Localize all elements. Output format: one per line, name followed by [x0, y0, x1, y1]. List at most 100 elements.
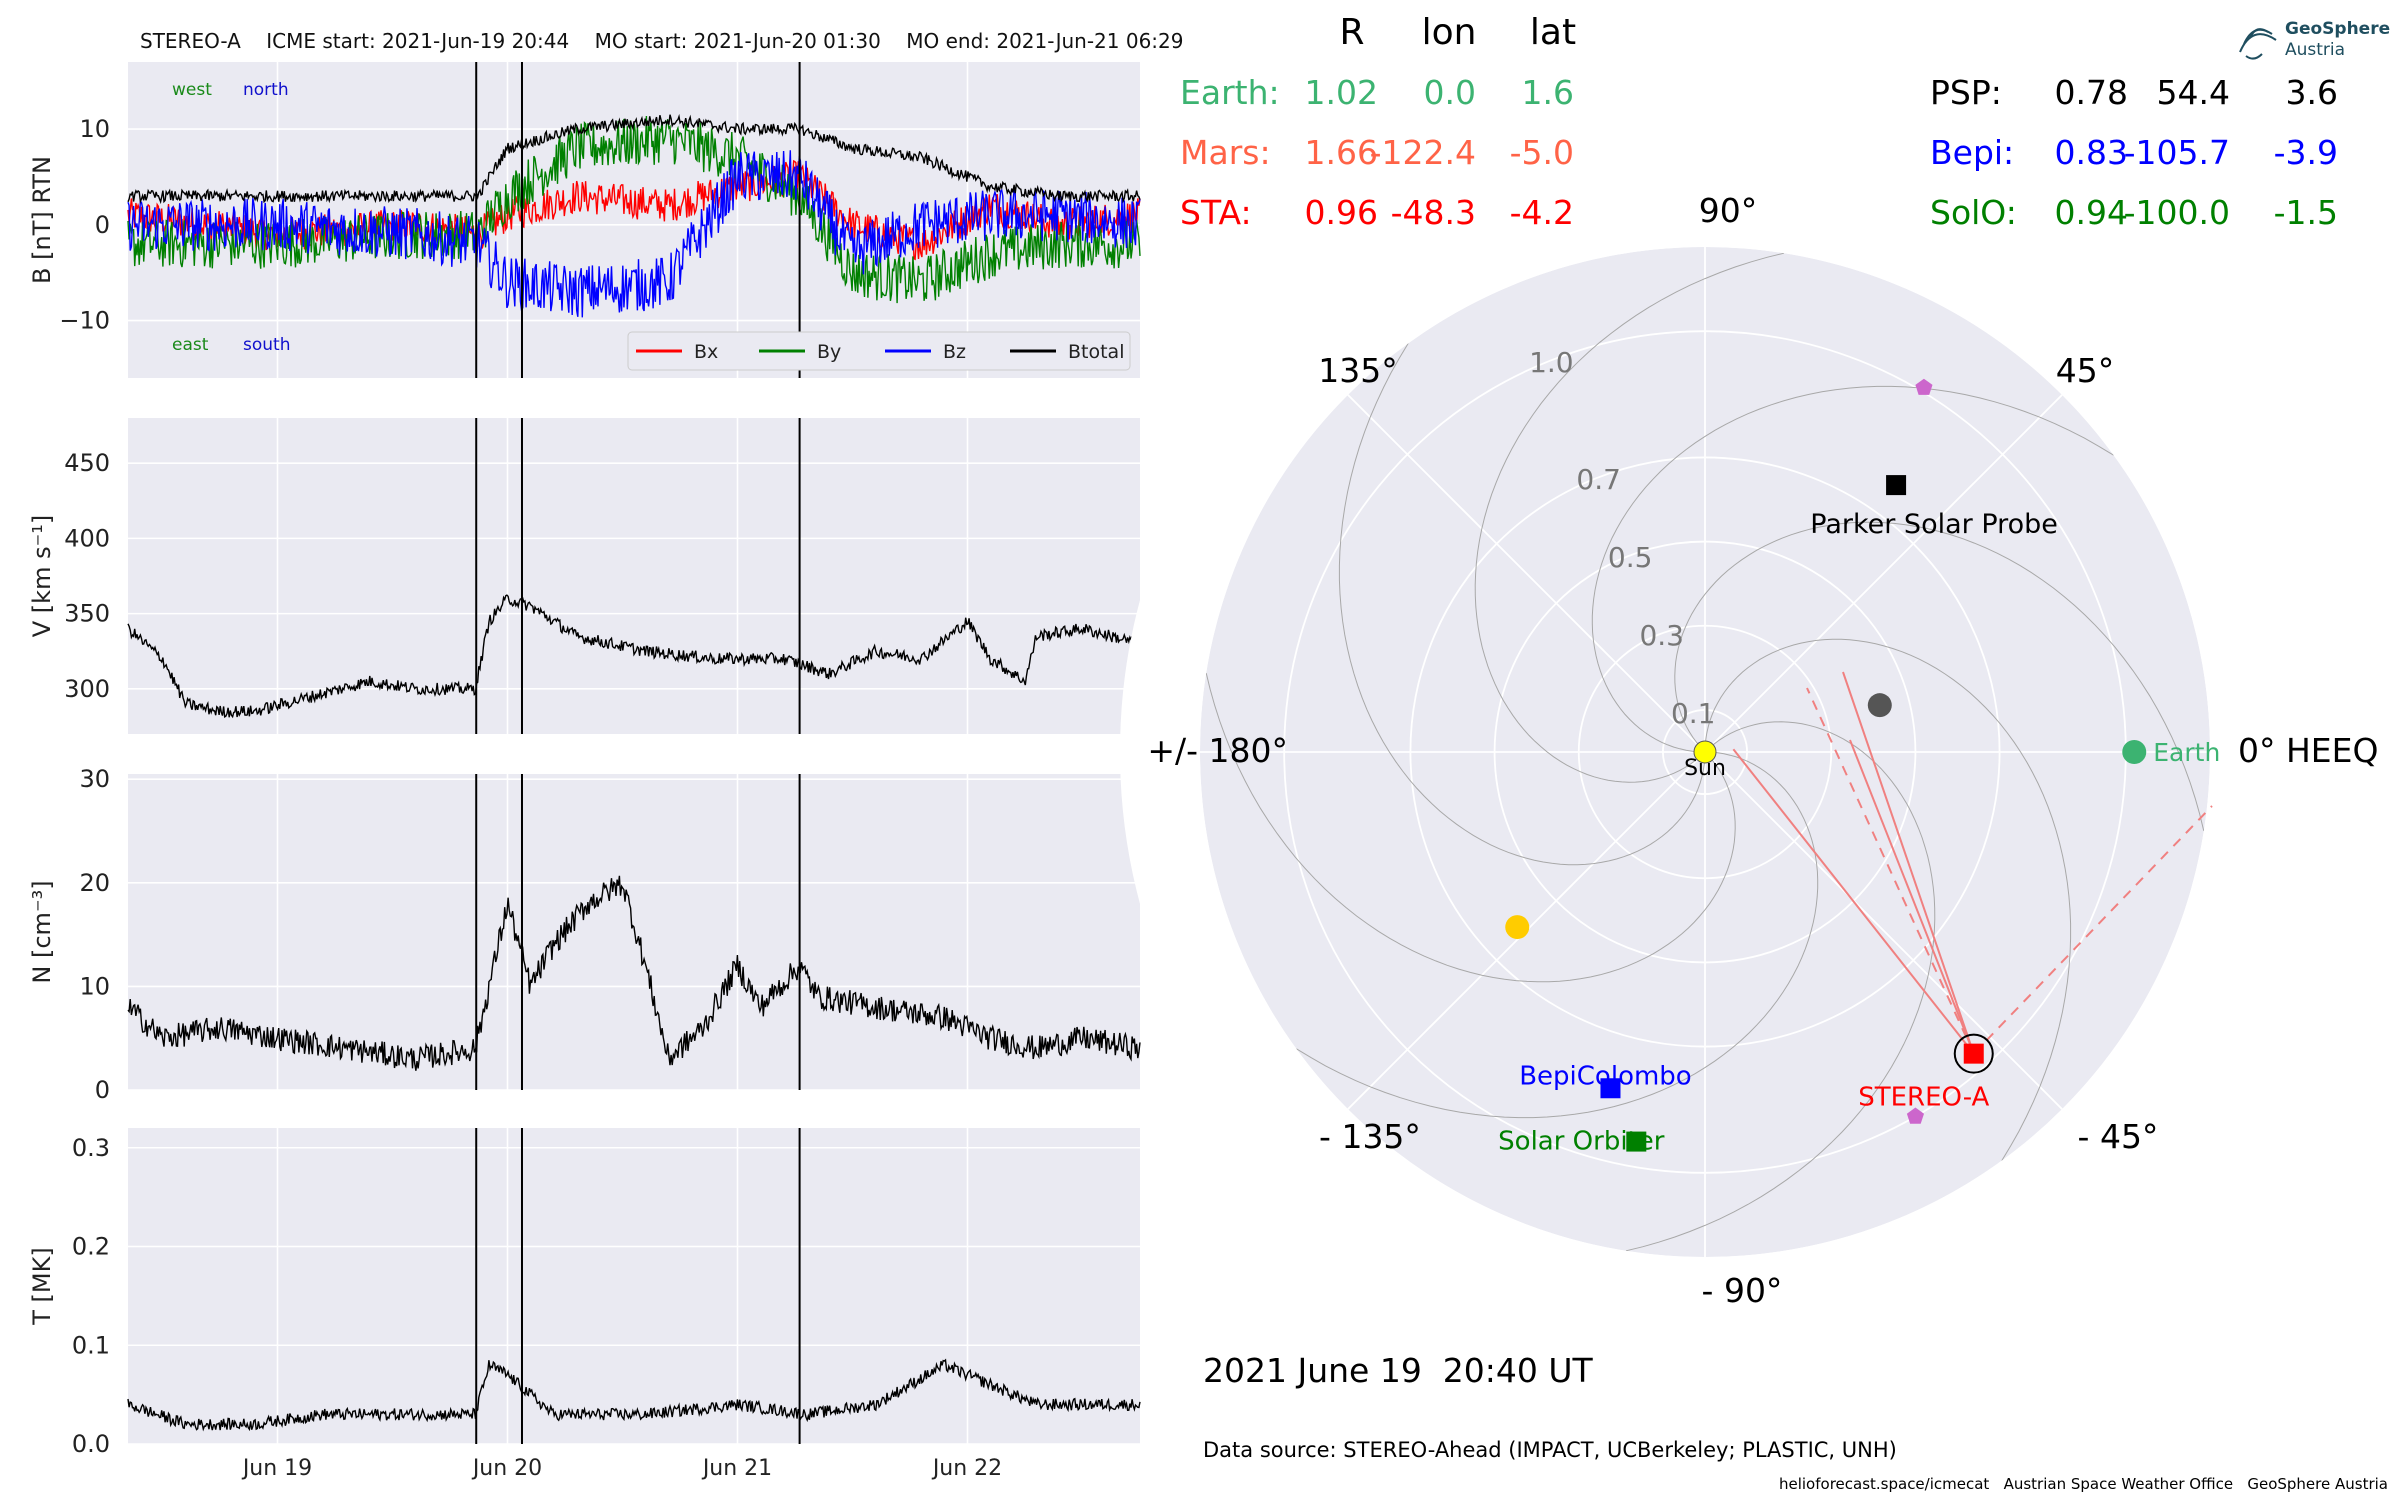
marker-bepicolombo	[1600, 1078, 1621, 1099]
angle-spoke	[1704, 751, 2063, 1110]
table-cell: -4.2	[1510, 193, 1574, 232]
x-tick-label: Jun 21	[701, 1456, 772, 1481]
polar-mask	[1120, 167, 2290, 1337]
angle-label: - 90°	[1702, 1271, 1783, 1310]
credits: helioforecast.space/icmecat Austrian Spa…	[1779, 1475, 2388, 1493]
polar-position-plot: 0.1 0.3 0.5 0.7 1.0 0° HEEQ 45° 90° 135° +/- 180°…	[1120, 167, 2378, 1337]
sta-field-line-dashed	[1973, 805, 2213, 1055]
angle-label: 0° HEEQ	[2238, 731, 2378, 770]
y-tick-label: −10	[59, 307, 110, 335]
table-cell: STA:	[1180, 193, 1252, 232]
y-tick-label: 30	[79, 765, 110, 793]
y-tick-label: 0	[95, 211, 110, 239]
y-tick-label: 0.2	[72, 1233, 110, 1261]
angle-spoke	[1347, 394, 1706, 753]
radial-tick-label: 0.5	[1608, 541, 1653, 574]
sta-field-line	[1842, 671, 1975, 1054]
marker-ring-stereo-a	[1953, 1033, 1994, 1074]
marker-label-bepicolombo: BepiColombo	[1519, 1061, 1692, 1091]
table-cell: 0.96	[1305, 193, 1378, 232]
parker-spiral	[1591, 385, 2114, 753]
table-cell: 0.78	[2055, 73, 2128, 112]
data-source: Data source: STEREO-Ahead (IMPACT, UCBer…	[1203, 1438, 1897, 1462]
logo-swirl-icon	[2239, 28, 2277, 60]
marker-unlabeled	[1867, 693, 1892, 718]
marker-earth	[2122, 740, 2147, 764]
time-series-panels: 10 0 −10B [nT] RTN west north east south Bx By Bz…	[28, 62, 1141, 1481]
sta-field-line	[1732, 748, 1975, 1055]
table-cell: 3.6	[2286, 73, 2338, 112]
parker-spiral	[1296, 751, 1819, 1119]
legend-entry: By	[817, 341, 841, 363]
series-line-speed	[127, 594, 1141, 719]
marker-label-sun: Sun	[1684, 756, 1726, 781]
radial-tick-label: 0.3	[1639, 619, 1684, 652]
y-axis-label: B [nT] RTN	[28, 156, 56, 284]
annotation-west: west	[172, 80, 212, 100]
table-cell: SolO:	[1930, 193, 2017, 232]
parker-spiral	[1704, 638, 2072, 1161]
y-tick-label: 0.0	[72, 1430, 110, 1458]
angle-label: 90°	[1699, 191, 1758, 230]
y-tick-label: 20	[79, 869, 110, 897]
parker-spiral	[1338, 343, 1706, 866]
annotation-north: north	[243, 80, 289, 100]
x-tick-label: Jun 22	[931, 1456, 1002, 1481]
legend-box	[627, 331, 1131, 371]
table-cell: -100.0	[2124, 193, 2230, 232]
marker-sun	[1693, 740, 1717, 764]
table-cell: Bepi:	[1930, 133, 2014, 172]
y-tick-label: 0.1	[72, 1331, 110, 1359]
y-tick-label: 10	[79, 972, 110, 1000]
x-tick-label: Jun 19	[241, 1456, 312, 1481]
marker-label-parker-solar-probe: Parker Solar Probe	[1810, 509, 2058, 540]
table-cell: -5.0	[1510, 133, 1574, 172]
table-cell: 0.0	[1424, 73, 1476, 112]
event-title: STEREO-A ICME start: 2021-Jun-19 20:44 M…	[140, 29, 1184, 53]
panel-magnetic_field: 10 0 −10B [nT] RTN west north east south Bx By Bz…	[28, 62, 1141, 378]
marker-pentagon	[1906, 1107, 1924, 1124]
table-header: lat	[1530, 12, 1576, 53]
geosphere-logo: GeoSphere Austria	[2239, 19, 2390, 60]
table-cell: 1.6	[1522, 73, 1574, 112]
table-cell: -48.3	[1391, 193, 1476, 232]
sta-field-line-dashed	[1806, 687, 1975, 1055]
marker-label-solar-orbiter: Solar Orbiter	[1498, 1127, 1665, 1157]
marker-label-earth: Earth	[2153, 738, 2220, 767]
table-cell: Mars:	[1180, 133, 1271, 172]
panel-temperature: 0.3 0.2 0.1 0.0 T [MK] Jun 19 Jun 20 Jun 21 Jun …	[28, 1128, 1141, 1481]
marker-label-stereo-a: STEREO-A	[1858, 1083, 1989, 1113]
panel-speed: 450 400 350 300 V [km s⁻¹]	[28, 418, 1141, 734]
table-cell: -122.4	[1370, 133, 1476, 172]
x-tick-label: Jun 20	[471, 1456, 542, 1481]
table-cell: 0.83	[2055, 133, 2128, 172]
panel-background	[128, 418, 1140, 734]
table-cell: PSP:	[1930, 73, 2002, 112]
angle-label: 135°	[1318, 351, 1398, 390]
angle-label: +/- 180°	[1147, 731, 1288, 770]
table-cell: 54.4	[2157, 73, 2230, 112]
y-tick-label: 0	[95, 1076, 110, 1104]
sta-field-line	[1849, 739, 1975, 1055]
annotation-east: east	[172, 335, 209, 355]
table-cell: -1.5	[2274, 193, 2338, 232]
y-axis-label: T [MK]	[28, 1247, 56, 1325]
legend-entry: Btotal	[1068, 341, 1124, 363]
y-tick-label: 10	[79, 115, 110, 143]
angle-spoke	[1704, 394, 2063, 753]
marker-unlabeled	[1505, 915, 1530, 940]
snapshot-date: 2021 June 19 20:40 UT	[1203, 1351, 1594, 1390]
y-axis-label: V [km s⁻¹]	[28, 515, 56, 637]
marker-pentagon	[1915, 378, 1933, 395]
legend: Bx By Bz Btotal	[627, 331, 1131, 371]
parker-spiral	[1474, 252, 1785, 783]
radial-tick-label: 0.7	[1576, 463, 1621, 496]
legend-entry: Bz	[943, 341, 966, 363]
panel-background	[128, 1128, 1140, 1444]
legend-entry: Bx	[694, 341, 718, 363]
angle-label: 45°	[2056, 351, 2115, 390]
y-tick-label: 450	[64, 449, 110, 477]
marker-solar-orbiter	[1626, 1131, 1647, 1152]
